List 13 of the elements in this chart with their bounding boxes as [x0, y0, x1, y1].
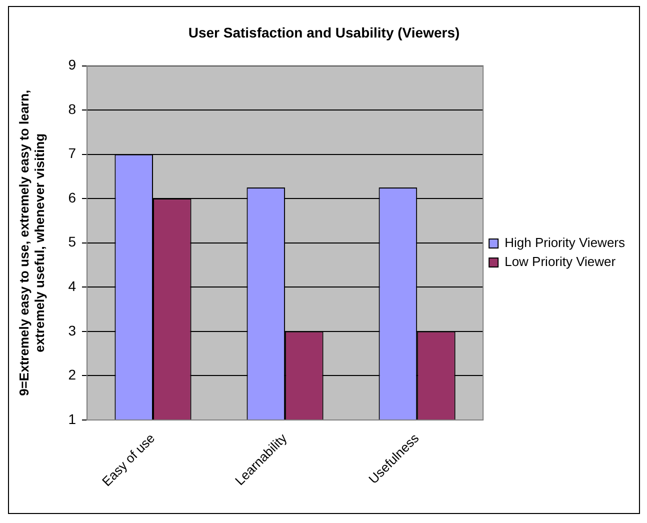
y-tick-label: 1	[68, 410, 76, 427]
y-tick-label: 6	[68, 189, 76, 206]
y-tick-label: 9	[68, 56, 76, 73]
y-tick-label: 2	[68, 366, 76, 383]
y-tick-label: 8	[68, 100, 76, 117]
legend-label: Low Priority Viewer	[504, 254, 616, 270]
y-tick-label: 3	[68, 322, 76, 338]
y-tick-label: 5	[68, 234, 76, 250]
chart-title: User Satisfaction and Usability (Viewers)	[188, 24, 460, 40]
y-tick-label: 7	[68, 145, 76, 162]
y-tick-label: 4	[68, 278, 76, 294]
y-axis-title: 9=Extremely easy to use, extremely easy to learn, extremely useful, whenever visiting	[16, 90, 47, 396]
legend-label: High Priority Viewers	[504, 235, 626, 250]
